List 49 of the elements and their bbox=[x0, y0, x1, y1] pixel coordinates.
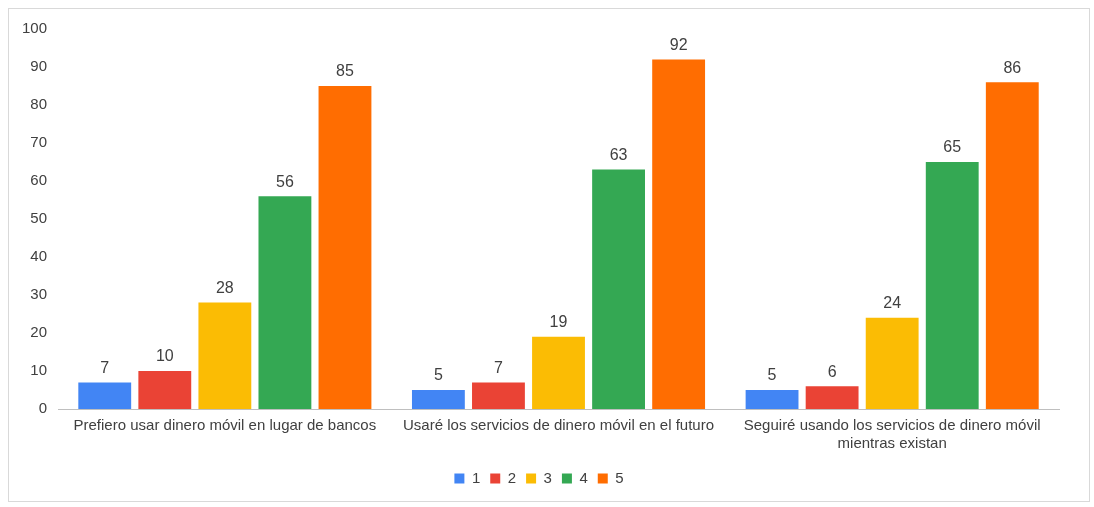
bar bbox=[198, 302, 252, 409]
data-label: 10 bbox=[155, 347, 174, 365]
bar bbox=[532, 336, 585, 409]
bar bbox=[925, 162, 979, 409]
legend-label: 2 bbox=[507, 468, 517, 486]
bar bbox=[138, 371, 192, 409]
data-label: 24 bbox=[883, 294, 902, 312]
x-tick-label: Prefiero usar dinero móvil en lugar de bancos bbox=[73, 416, 377, 434]
y-tick-label: 10 bbox=[30, 361, 48, 379]
data-label: 19 bbox=[549, 313, 568, 331]
x-tick-label: Seguiré usando los servicios de dinero móvil mientras existan bbox=[743, 416, 1041, 452]
legend-label: 1 bbox=[471, 468, 481, 486]
y-tick-label: 30 bbox=[30, 285, 48, 303]
y-tick-label: 0 bbox=[38, 399, 48, 417]
bar bbox=[985, 82, 1039, 409]
data-label: 7 bbox=[494, 358, 503, 376]
data-label: 6 bbox=[827, 362, 837, 380]
data-label: 7 bbox=[100, 358, 110, 376]
bar bbox=[805, 386, 859, 409]
bar bbox=[865, 317, 919, 409]
data-label: 85 bbox=[336, 62, 354, 80]
data-label: 5 bbox=[767, 366, 777, 384]
bar bbox=[411, 390, 465, 409]
data-label: 56 bbox=[276, 172, 294, 190]
data-label: 28 bbox=[215, 279, 234, 297]
bar bbox=[318, 86, 372, 409]
data-label: 65 bbox=[943, 138, 962, 156]
y-tick-label: 80 bbox=[30, 95, 48, 113]
legend-label: 4 bbox=[579, 468, 588, 486]
y-tick-label: 60 bbox=[30, 171, 48, 189]
y-tick-label: 100 bbox=[22, 19, 48, 37]
bar bbox=[745, 390, 799, 409]
data-label: 86 bbox=[1003, 58, 1022, 76]
data-label: 5 bbox=[433, 366, 443, 384]
bar bbox=[78, 382, 132, 409]
legend-label: 5 bbox=[615, 468, 624, 486]
y-tick-label: 90 bbox=[30, 57, 48, 75]
y-tick-label: 70 bbox=[30, 133, 48, 151]
y-tick-label: 50 bbox=[30, 209, 48, 227]
data-label: 92 bbox=[669, 35, 688, 53]
y-tick-label: 40 bbox=[30, 247, 48, 265]
bar bbox=[592, 169, 645, 409]
data-label: 63 bbox=[609, 146, 628, 164]
x-tick-label: Usaré los servicios de dinero móvil en el futuro bbox=[403, 416, 715, 434]
bar bbox=[258, 196, 312, 409]
legend-label: 3 bbox=[543, 468, 552, 486]
y-tick-label: 20 bbox=[30, 323, 48, 341]
bar bbox=[472, 382, 525, 409]
bar bbox=[652, 59, 706, 409]
